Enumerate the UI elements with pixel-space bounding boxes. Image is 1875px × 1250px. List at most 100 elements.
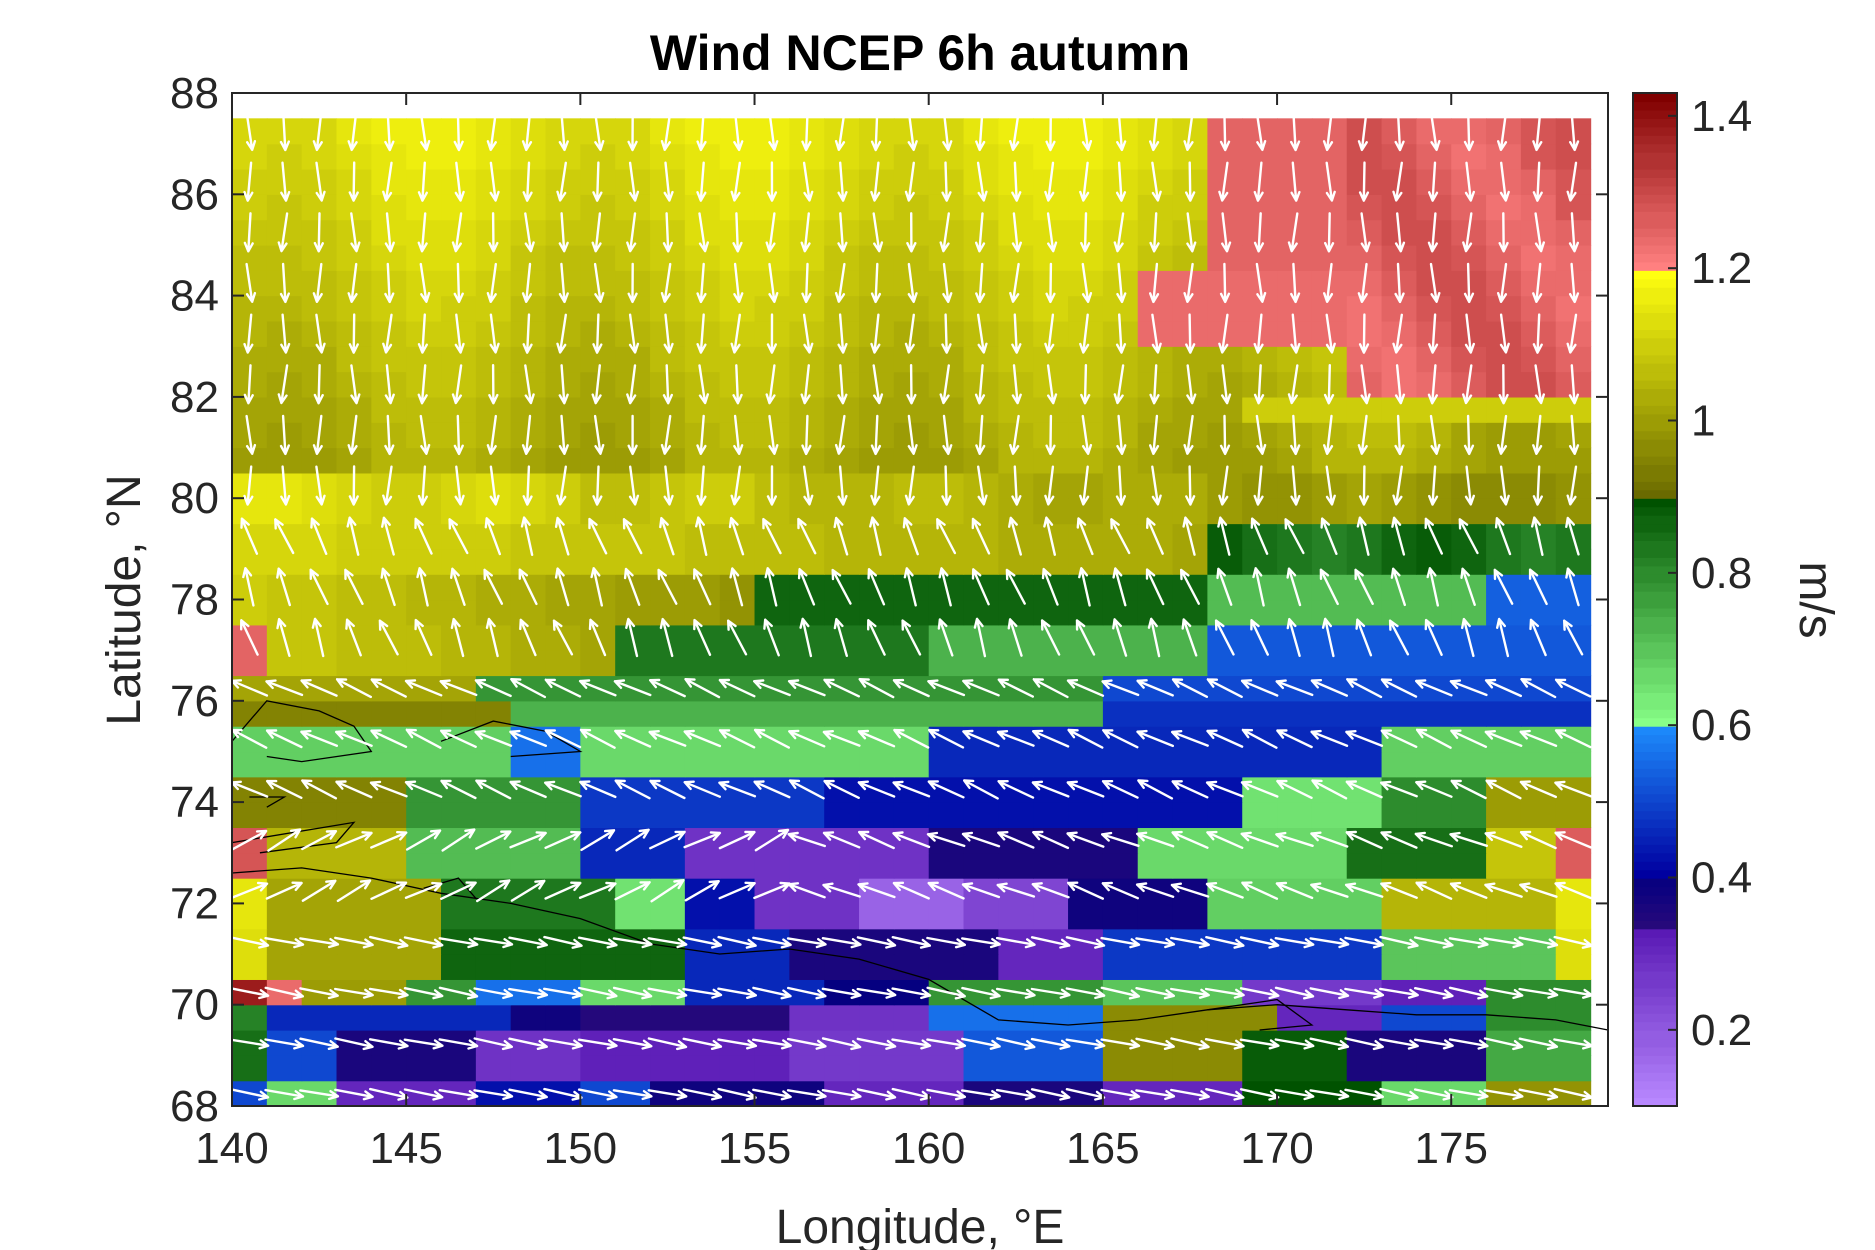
wind-arrow — [995, 936, 1036, 949]
wind-arrow — [856, 987, 897, 999]
wind-arrow — [1181, 618, 1198, 657]
colorbar-segment — [1633, 894, 1677, 904]
wind-arrow — [1171, 830, 1209, 849]
wind-arrow — [1415, 679, 1453, 697]
wind-arrow — [1310, 729, 1349, 747]
y-tick-label: 72 — [170, 879, 219, 928]
wind-arrow — [1499, 313, 1510, 354]
wind-arrow — [1499, 465, 1510, 506]
wind-arrow — [577, 936, 618, 949]
wind-arrow — [315, 313, 326, 354]
wind-arrow — [510, 678, 547, 699]
wind-arrow — [1040, 619, 1061, 656]
wind-arrow — [299, 937, 340, 949]
wind-arrow — [801, 414, 812, 456]
colorbar-tick-label: 1.2 — [1691, 244, 1752, 293]
chart-title: Wind NCEP 6h autumn — [650, 25, 1190, 81]
wind-arrow — [962, 679, 1000, 697]
wind-arrow — [1448, 937, 1489, 949]
heatmap-cell — [371, 954, 407, 980]
heatmap-cell — [650, 700, 686, 727]
wind-arrow — [1135, 987, 1175, 1000]
wind-arrow — [762, 518, 782, 555]
wind-arrow — [1344, 1088, 1384, 1101]
wind-arrow — [1046, 212, 1058, 253]
wind-arrow — [1241, 881, 1279, 900]
heatmap-cell — [650, 852, 686, 879]
wind-arrow — [800, 364, 811, 405]
wind-arrow — [453, 110, 464, 152]
wind-arrow — [509, 729, 547, 747]
wind-arrow — [649, 779, 686, 800]
wind-arrow — [1320, 517, 1338, 555]
wind-arrow — [961, 831, 1001, 848]
heatmap-cell — [1520, 650, 1557, 677]
wind-arrow — [1356, 516, 1370, 556]
wind-arrow — [1380, 780, 1418, 798]
colorbar-segment — [1633, 692, 1677, 702]
colorbar-segment — [1633, 101, 1677, 111]
heatmap-cell — [1033, 903, 1069, 930]
wind-arrow — [1498, 212, 1509, 253]
heatmap-cell — [998, 903, 1034, 930]
colorbar-segment — [1633, 1072, 1677, 1082]
wind-arrow — [1448, 986, 1489, 1000]
colorbar-segment — [1633, 675, 1677, 685]
wind-arrow — [627, 262, 638, 304]
heatmap-cell — [1381, 751, 1418, 778]
wind-arrow — [1448, 1089, 1489, 1101]
wind-arrow — [891, 1087, 931, 1101]
wind-arrow — [693, 568, 712, 606]
wind-arrow — [1414, 1088, 1454, 1101]
heatmap-cell — [1311, 903, 1348, 930]
heatmap-cell — [1102, 802, 1139, 829]
colorbar-segment — [1633, 844, 1677, 854]
wind-arrow — [1171, 678, 1209, 698]
wind-arrow — [753, 728, 790, 749]
wind-arrow — [996, 1037, 1036, 1051]
heatmap-cell — [719, 700, 756, 727]
wind-arrow — [486, 414, 497, 455]
wind-arrow — [544, 830, 582, 849]
wind-arrow — [753, 780, 791, 799]
wind-arrow — [870, 313, 881, 354]
wind-arrow — [1116, 414, 1127, 455]
wind-arrow — [1101, 881, 1139, 900]
wind-arrow — [280, 313, 291, 354]
heatmap-cell — [928, 852, 965, 879]
coastline-path — [1207, 998, 1314, 1031]
wind-arrow — [450, 567, 466, 606]
heatmap-cell — [371, 498, 407, 525]
heatmap-cell — [371, 650, 407, 677]
wind-arrow — [384, 110, 395, 152]
heatmap-cell — [754, 903, 790, 930]
heatmap-cell — [650, 650, 686, 677]
heatmap-cell — [789, 802, 825, 829]
wind-arrow — [543, 1038, 583, 1050]
wind-arrow — [229, 987, 270, 1000]
heatmap-cell — [336, 903, 372, 930]
heatmap-cell — [580, 700, 616, 727]
heatmap-cell — [1451, 1055, 1487, 1082]
heatmap-cell — [1381, 194, 1418, 221]
wind-arrow — [1079, 161, 1090, 202]
wind-arrow — [279, 414, 290, 456]
heatmap-cell — [859, 548, 895, 575]
coastline-path — [231, 821, 356, 854]
wind-arrow — [1319, 568, 1339, 606]
heatmap-cell — [1207, 1055, 1243, 1082]
wind-arrow — [1275, 831, 1314, 847]
heatmap-cell — [371, 599, 407, 626]
wind-arrow — [837, 161, 848, 202]
wind-arrow — [484, 517, 501, 556]
wind-arrow — [1566, 313, 1578, 354]
colorbar-segment — [1633, 236, 1677, 246]
wind-arrow — [264, 937, 305, 949]
heatmap-cell — [1381, 700, 1418, 727]
heatmap-cell — [441, 700, 477, 727]
wind-arrow — [1325, 313, 1336, 354]
heatmap-cell — [615, 599, 651, 626]
wind-arrow — [647, 1037, 688, 1051]
wind-arrow — [1110, 518, 1131, 555]
wind-arrow — [578, 986, 618, 1000]
